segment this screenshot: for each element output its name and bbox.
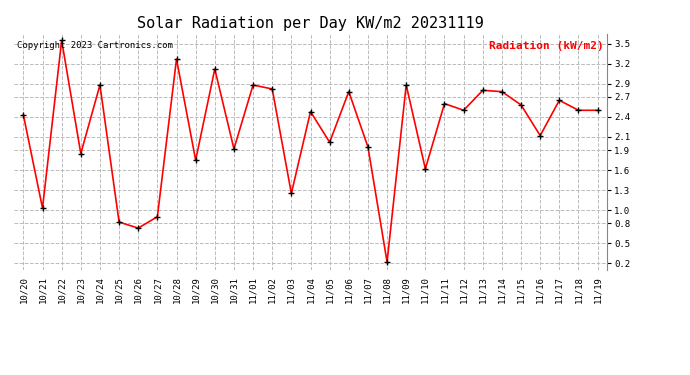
Text: Copyright 2023 Cartronics.com: Copyright 2023 Cartronics.com <box>17 41 172 50</box>
Title: Solar Radiation per Day KW/m2 20231119: Solar Radiation per Day KW/m2 20231119 <box>137 16 484 31</box>
Text: Radiation (kW/m2): Radiation (kW/m2) <box>489 41 604 51</box>
